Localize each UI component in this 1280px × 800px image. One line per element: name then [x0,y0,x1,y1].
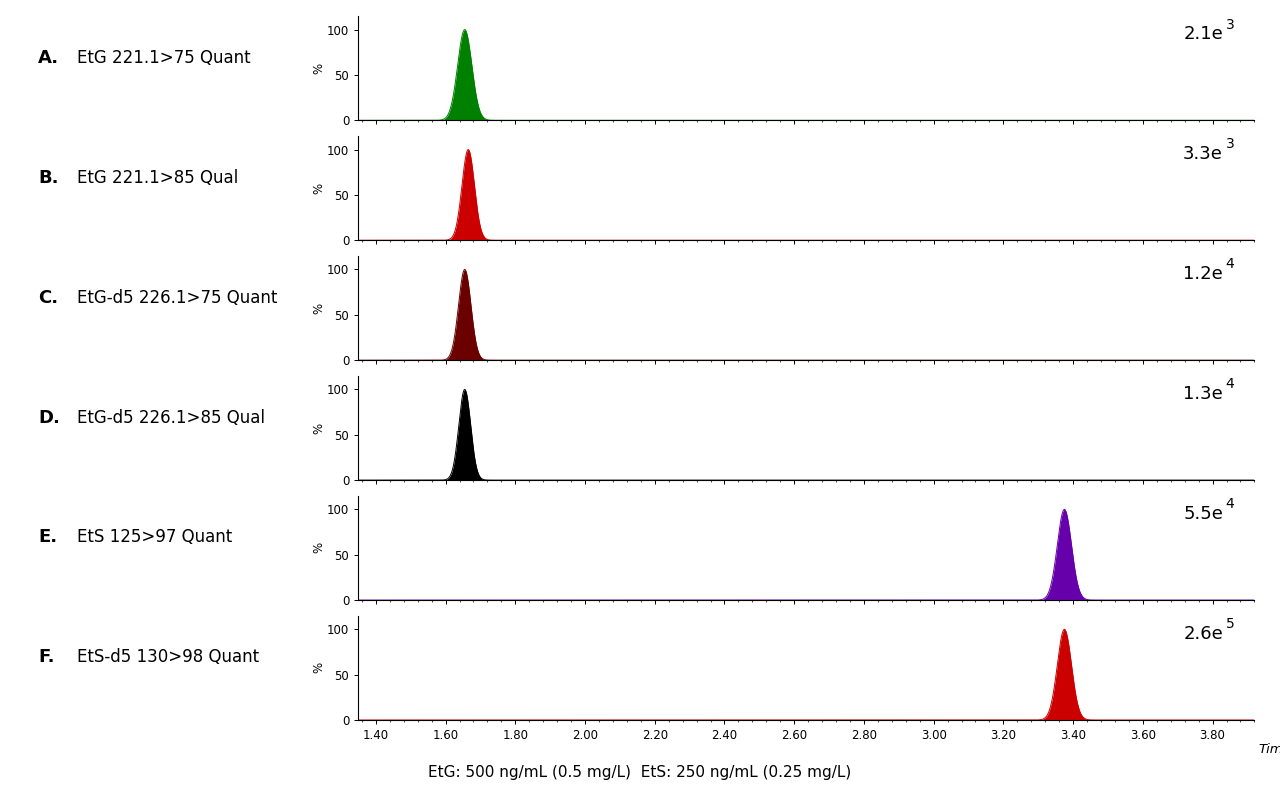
Text: 3: 3 [1226,18,1234,31]
Y-axis label: %: % [312,182,325,194]
Text: A.: A. [38,49,60,66]
Y-axis label: %: % [312,662,325,674]
Text: 2.1e: 2.1e [1183,25,1224,43]
Y-axis label: %: % [312,422,325,434]
Text: EtS 125>97 Quant: EtS 125>97 Quant [77,529,232,546]
Text: 1.3e: 1.3e [1183,385,1224,402]
Y-axis label: %: % [312,62,325,74]
Text: 4: 4 [1226,498,1234,511]
Text: EtS-d5 130>98 Quant: EtS-d5 130>98 Quant [77,649,259,666]
Text: 5.5e: 5.5e [1183,505,1224,522]
Text: 4: 4 [1226,258,1234,271]
Text: E.: E. [38,529,58,546]
Text: D.: D. [38,409,60,426]
Text: EtG: 500 ng/mL (0.5 mg/L)  EtS: 250 ng/mL (0.25 mg/L): EtG: 500 ng/mL (0.5 mg/L) EtS: 250 ng/mL… [429,765,851,780]
Text: 5: 5 [1226,618,1234,631]
Text: EtG 221.1>75 Quant: EtG 221.1>75 Quant [77,49,251,66]
Text: Time: Time [1258,743,1280,756]
Text: 4: 4 [1226,378,1234,391]
Text: 3: 3 [1226,138,1234,151]
Text: EtG 221.1>85 Qual: EtG 221.1>85 Qual [77,169,238,186]
Text: 3.3e: 3.3e [1183,145,1224,163]
Text: C.: C. [38,289,59,306]
Text: 1.2e: 1.2e [1183,265,1224,283]
Text: F.: F. [38,649,55,666]
Text: B.: B. [38,169,59,186]
Y-axis label: %: % [312,302,325,314]
Text: EtG-d5 226.1>85 Qual: EtG-d5 226.1>85 Qual [77,409,265,426]
Text: 2.6e: 2.6e [1183,625,1224,642]
Y-axis label: %: % [312,542,325,554]
Text: EtG-d5 226.1>75 Quant: EtG-d5 226.1>75 Quant [77,289,278,306]
